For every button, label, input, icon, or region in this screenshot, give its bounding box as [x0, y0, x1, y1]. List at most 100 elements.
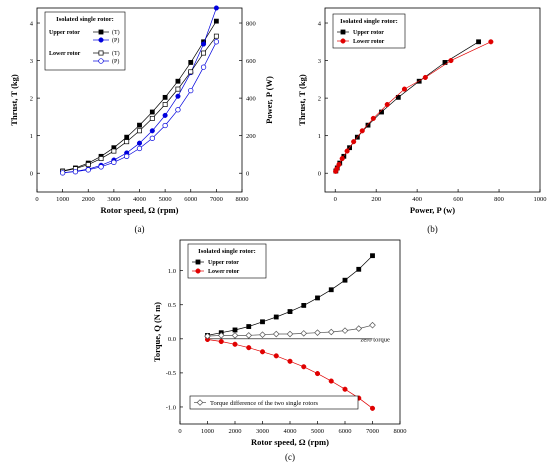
panel-b-series-1-point: [370, 115, 376, 121]
panel-b-series-1-point: [422, 74, 428, 81]
panel-b-legend-entry: Lower rotor: [353, 39, 385, 45]
panel-c-series-0-point: [342, 277, 348, 283]
panel-b-legend-marker: [340, 38, 346, 44]
panel-b-series-0-point: [395, 94, 401, 100]
panel-b-series-1-point: [351, 139, 357, 145]
panel-a-series-2-point: [98, 156, 104, 162]
panel-a-series-0-point: [188, 60, 194, 65]
panel-a-series-3-point: [72, 169, 79, 175]
panel-a-series-3-point: [111, 159, 117, 165]
panel-c-annotation: zero torque: [361, 336, 391, 343]
panel-b-series-1-point: [334, 166, 340, 172]
panel-a-series-3-point: [124, 153, 130, 159]
panel-a-y-tick-label: 4: [30, 20, 34, 27]
panel-a-series-2-point: [175, 86, 181, 92]
panel-c-series-1-point: [328, 378, 334, 384]
panel-c-legend2-box: [189, 395, 359, 410]
panel-c-series-1-point: [273, 353, 279, 359]
panel-c-legend-marker: [195, 268, 201, 274]
panel-b-x-tick-label: 800: [494, 196, 504, 203]
panel-b-series-1-point: [336, 162, 342, 168]
panel-a-x-tick-label: 0: [35, 196, 38, 203]
panel-c-series-1-point: [287, 358, 293, 364]
panel-c-series-1-point: [369, 405, 376, 411]
panel-c-series-0-point: [301, 303, 307, 308]
panel-b-caption: (b): [427, 224, 438, 234]
panel-c-legend-marker: [195, 259, 201, 265]
panel-a-series-3-point: [200, 64, 207, 70]
panel-c-y-tick-label: -1.0: [166, 404, 176, 411]
panel-a-series-0-point: [175, 78, 181, 84]
panel-c-legend-title: Isolated single rotor:: [198, 248, 256, 255]
panel-a-series-2-point: [201, 50, 207, 56]
panel-c-series-2-point: [314, 329, 321, 336]
panel-c-series-1-point: [342, 386, 348, 392]
panel-a-series-0-point: [149, 109, 155, 115]
panel-a-series-1-point: [213, 5, 219, 11]
panel-b-series-line-0: [335, 41, 479, 172]
panel-c-caption: (c): [285, 452, 295, 462]
panel-a-x-tick-label: 6000: [184, 196, 197, 203]
panel-c-legend-box: [187, 243, 267, 279]
panel-b-x-tick-label: 200: [371, 196, 381, 203]
panel-a-y-tick-label: 2: [30, 95, 33, 102]
panel-c-series-2-point: [259, 331, 266, 339]
panel-a-series-2-point: [213, 33, 219, 39]
panel-c-x-tick-label: 5000: [311, 428, 324, 435]
panel-a-series-3-point: [188, 87, 194, 94]
panel-a-x-tick-label: 1000: [56, 196, 69, 203]
panel-c-x-tick-label: 4000: [284, 428, 297, 435]
panel-a-series-3-point: [136, 145, 143, 152]
panel-c-x-tick-label: 6000: [339, 428, 352, 435]
panel-b-legend-title: Isolated single rotor:: [340, 18, 398, 25]
panel-c-x-tick-label: 8000: [394, 428, 407, 435]
panel-a-caption: (a): [135, 224, 145, 234]
panel-b-series-1-point: [384, 101, 390, 108]
panel-b-legend-entry: Upper rotor: [353, 30, 384, 36]
panel-c-series-1-point: [314, 371, 321, 377]
panel-a-x-tick-label: 2000: [82, 196, 95, 203]
panel-a-x-tick-label: 8000: [236, 196, 249, 203]
panel-a-y2-axis-label: Power, P (W): [264, 76, 274, 124]
panel-b-plot-frame: [324, 7, 541, 193]
panel-a-y-tick-label: 3: [30, 58, 33, 65]
panel-c-x-axis-label: Rotor speed, Ω (rpm): [251, 437, 329, 447]
panel-a-series-3-point: [59, 170, 66, 176]
panel-a-x-tick-label: 5000: [159, 196, 172, 203]
panel-b-y-axis-label: Thrust, T (kg): [297, 74, 307, 126]
panel-a-x-axis-label: Rotor speed, Ω (rpm): [101, 205, 179, 215]
panel-c-y-axis-label: Torque, Q (N m): [152, 302, 162, 362]
panel-c-series-2-point: [286, 330, 294, 338]
panel-b-x-tick-label: 600: [453, 196, 463, 203]
panel-b-x-tick-label: 1000: [534, 196, 547, 203]
panel-a-series-3-point: [98, 164, 104, 170]
panel-b-legend-marker: [340, 29, 346, 35]
panel-c-legend2-entry: Torque difference of the two single roto…: [210, 400, 319, 407]
panel-c-x-tick-label: 7000: [366, 428, 379, 435]
panel-a-series-3-point: [175, 107, 181, 113]
panel-a-legend-entry: (P): [112, 58, 119, 65]
panel-a-series-2-point: [137, 128, 142, 134]
panel-b-series-1-point: [488, 39, 494, 45]
panel-b-series-1-point: [339, 156, 345, 162]
panel-b-y-tick-label: 0: [318, 171, 321, 178]
panel-a-legend-entry: (T): [112, 50, 120, 57]
panel-b-x-tick-label: 400: [412, 196, 422, 203]
panel-c-series-0-point: [287, 309, 293, 314]
panel-c-series-0-point: [246, 324, 252, 329]
panel-a-series-2-point: [149, 115, 155, 121]
panel-b-x-tick-label: 0: [334, 196, 337, 203]
panel-a-series-3-point: [213, 39, 220, 45]
panel-a-y2-tick-label: 800: [246, 20, 256, 27]
panel-a-x-tick-label: 7000: [210, 196, 223, 203]
panel-a-legend-group-label: Upper rotor: [49, 30, 80, 36]
panel-a-series-1-point: [149, 128, 155, 134]
panel-a-series-1-point: [175, 93, 181, 99]
panel-a-series-3-point: [162, 122, 168, 129]
panel-a-series-3-point: [85, 167, 91, 173]
panel-c-series-2-point: [327, 328, 335, 336]
panel-c-series-2-point: [369, 321, 376, 329]
panel-a-y-tick-label: 1: [30, 133, 33, 140]
